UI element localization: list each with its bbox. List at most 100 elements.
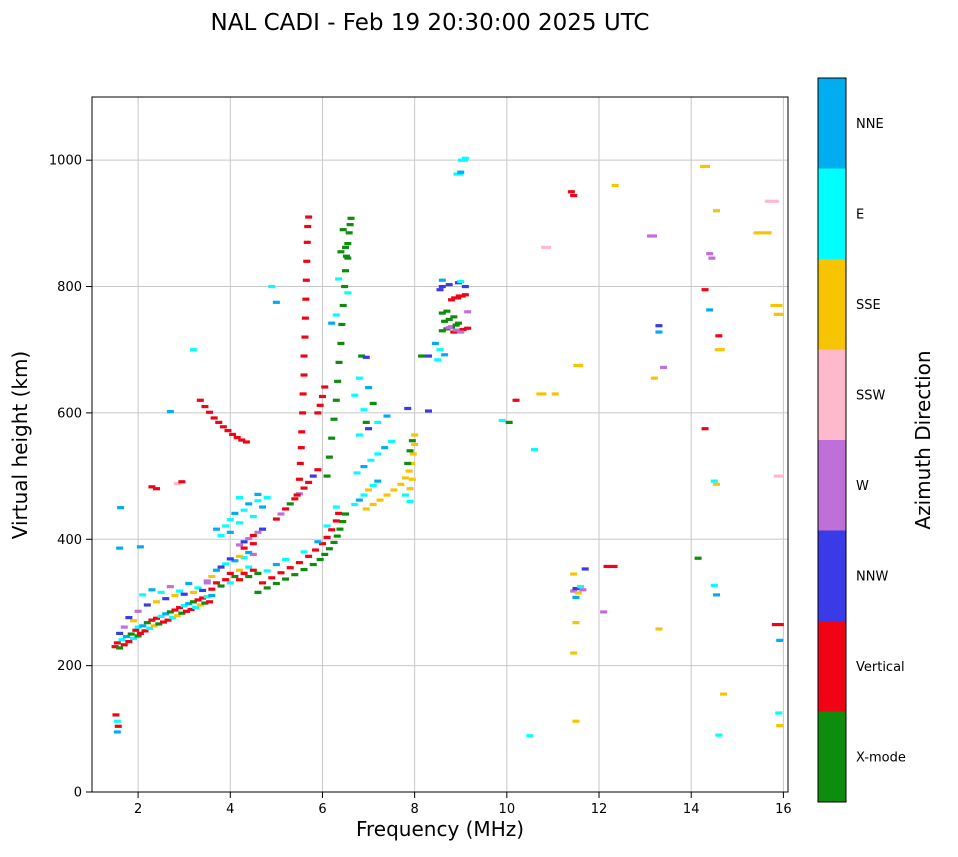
y-tick-label: 200: [57, 659, 82, 674]
colorbar-category-label: NNW: [856, 569, 888, 584]
data-point: [338, 322, 346, 327]
data-point: [166, 610, 174, 614]
data-point: [123, 634, 131, 639]
data-point: [196, 398, 204, 402]
data-point: [235, 521, 243, 525]
data-point: [362, 355, 370, 359]
data-point: [222, 562, 230, 566]
data-point: [431, 341, 439, 346]
y-axis-label: Virtual height (km): [8, 351, 32, 540]
data-point: [318, 542, 326, 546]
data-point: [776, 638, 784, 642]
colorbar-label: Azimuth Direction: [911, 350, 935, 529]
data-point: [166, 585, 174, 589]
data-point: [353, 471, 361, 475]
data-point: [302, 297, 310, 301]
data-point: [336, 527, 344, 531]
data-point: [299, 411, 307, 415]
data-point: [114, 724, 122, 728]
data-point: [330, 417, 338, 421]
data-point: [134, 609, 142, 613]
colorbar-outline: [817, 77, 847, 803]
data-point: [334, 379, 342, 383]
data-point: [268, 284, 276, 289]
data-point: [113, 730, 121, 734]
data-point: [512, 398, 520, 402]
colorbar-category-label: Vertical: [856, 660, 905, 675]
data-point: [300, 486, 308, 490]
data-point: [316, 557, 324, 562]
data-point: [155, 622, 163, 626]
data-point: [171, 608, 179, 612]
data-point: [116, 646, 124, 650]
colorbar-band-x-mode: [818, 711, 846, 803]
x-tick-label: 16: [775, 802, 792, 817]
data-point: [259, 505, 267, 509]
colorbar: NNE E SSE SSW W NNW Vertical X-mode: [817, 77, 906, 803]
data-point: [332, 398, 340, 402]
data-point: [120, 625, 128, 629]
data-point: [710, 583, 718, 587]
data-point: [458, 158, 469, 162]
data-point: [342, 269, 350, 273]
data-point: [355, 498, 363, 502]
data-point: [397, 482, 405, 486]
data-point: [715, 733, 723, 737]
data-point: [314, 468, 322, 472]
data-point: [231, 559, 239, 563]
data-point: [222, 578, 230, 582]
data-point: [647, 234, 658, 238]
data-point: [715, 334, 723, 338]
data-point: [189, 348, 197, 352]
data-point: [655, 324, 663, 328]
data-point: [541, 245, 552, 249]
data-point: [312, 548, 320, 552]
data-point: [572, 586, 580, 591]
data-point: [249, 514, 257, 519]
data-point: [199, 588, 207, 593]
data-point: [212, 527, 220, 531]
data-point: [245, 565, 253, 569]
data-point: [406, 487, 414, 491]
data-point: [771, 622, 784, 627]
data-point: [450, 315, 458, 319]
data-point: [180, 604, 188, 608]
data-point: [464, 310, 472, 314]
data-point: [411, 442, 419, 447]
data-point: [351, 393, 359, 397]
data-point: [325, 455, 333, 459]
data-point: [240, 508, 248, 512]
data-point: [203, 581, 211, 585]
data-point: [369, 502, 377, 507]
data-point: [185, 581, 193, 586]
data-point: [194, 586, 202, 590]
data-point: [753, 231, 772, 235]
data-point: [254, 499, 262, 503]
data-point: [374, 420, 382, 424]
data-point: [113, 719, 121, 723]
data-point: [360, 408, 368, 412]
data-point: [301, 316, 309, 320]
data-point: [323, 524, 331, 528]
data-point: [286, 502, 294, 506]
data-point: [249, 542, 257, 546]
data-point: [441, 319, 449, 323]
data-point: [457, 170, 465, 174]
data-point: [321, 552, 329, 557]
data-point: [143, 603, 151, 607]
data-point: [411, 433, 419, 437]
data-point: [157, 614, 165, 618]
colorbar-band-ssw: [818, 349, 846, 441]
data-point: [713, 209, 721, 213]
data-point: [573, 363, 584, 368]
data-point: [570, 589, 578, 593]
data-point: [376, 498, 384, 502]
data-point: [277, 512, 285, 516]
data-point: [146, 626, 154, 630]
data-point: [342, 245, 350, 249]
data-point: [706, 308, 714, 312]
data-point: [192, 605, 200, 610]
data-point: [263, 586, 271, 590]
data-point: [408, 477, 416, 481]
data-point: [159, 620, 167, 624]
